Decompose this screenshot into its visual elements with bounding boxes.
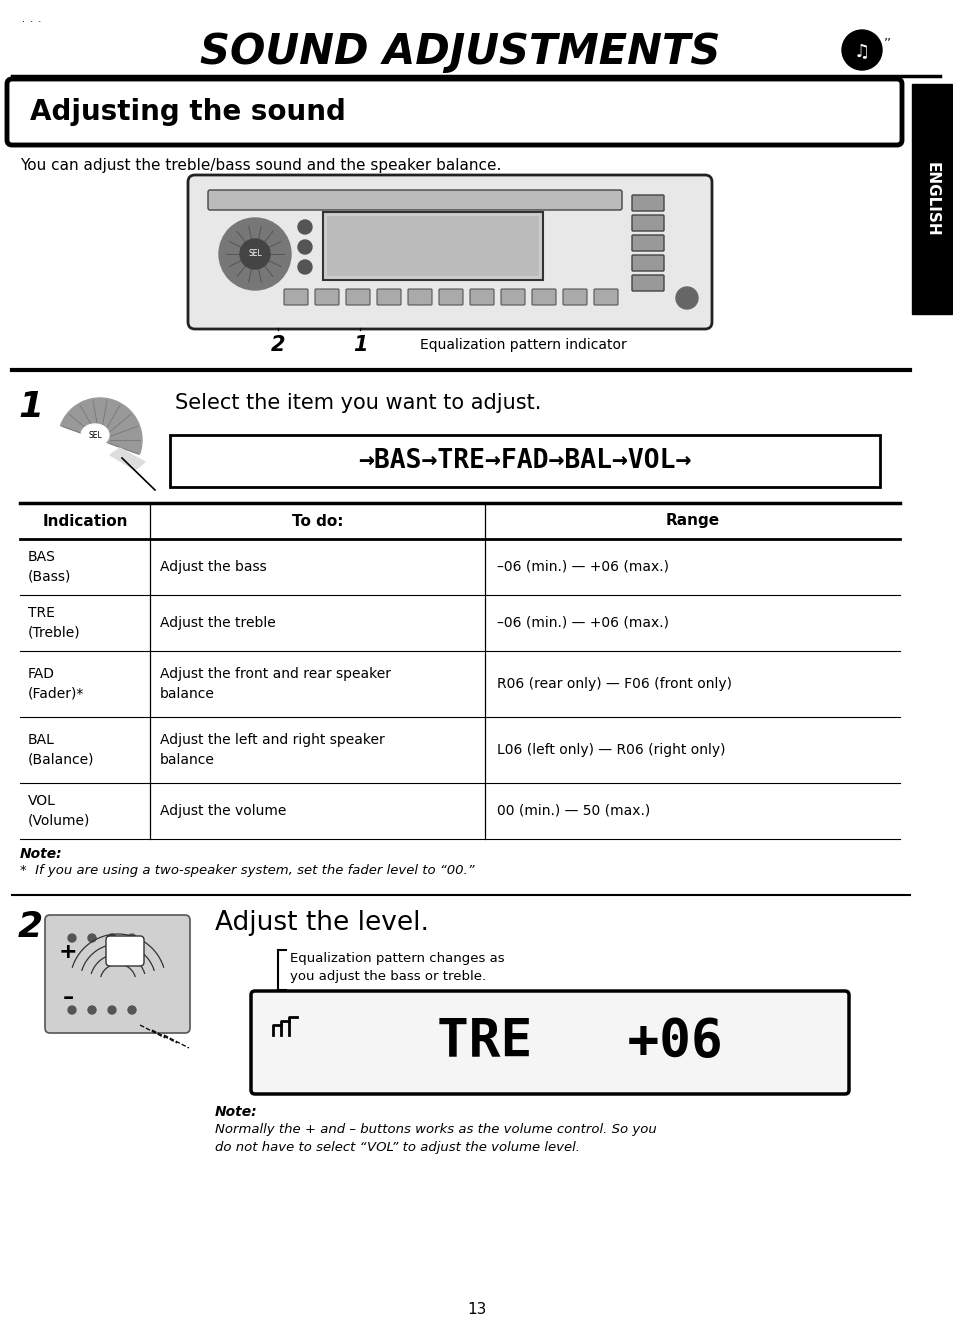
- Text: TRE
(Treble): TRE (Treble): [28, 607, 81, 640]
- Text: Note:: Note:: [214, 1105, 257, 1119]
- Circle shape: [297, 240, 312, 254]
- FancyBboxPatch shape: [208, 190, 621, 210]
- Bar: [911, 84, 951, 315]
- Text: Adjust the volume: Adjust the volume: [160, 803, 286, 818]
- Text: ENGLISH: ENGLISH: [923, 162, 939, 236]
- Text: BAS
(Bass): BAS (Bass): [28, 550, 71, 584]
- FancyBboxPatch shape: [45, 915, 190, 1032]
- Text: Adjusting the sound: Adjusting the sound: [30, 98, 346, 126]
- Circle shape: [68, 935, 76, 943]
- FancyBboxPatch shape: [438, 289, 462, 305]
- Bar: [170, 435, 879, 487]
- Text: TRE   +06: TRE +06: [436, 1016, 722, 1069]
- Circle shape: [841, 29, 882, 70]
- FancyBboxPatch shape: [408, 289, 432, 305]
- FancyBboxPatch shape: [631, 254, 663, 270]
- Text: ♫: ♫: [853, 43, 869, 62]
- Circle shape: [297, 260, 312, 274]
- Circle shape: [88, 935, 96, 943]
- Text: 1: 1: [18, 390, 43, 424]
- FancyBboxPatch shape: [376, 289, 400, 305]
- Circle shape: [128, 935, 136, 943]
- Text: Indication: Indication: [42, 513, 128, 529]
- Text: *  If you are using a two-speaker system, set the fader level to “00.”: * If you are using a two-speaker system,…: [20, 864, 475, 877]
- Text: Adjust the left and right speaker
balance: Adjust the left and right speaker balanc…: [160, 734, 384, 767]
- Circle shape: [240, 238, 270, 269]
- Bar: [323, 212, 542, 280]
- Text: Equalization pattern changes as
you adjust the bass or treble.: Equalization pattern changes as you adju…: [290, 952, 504, 983]
- Circle shape: [68, 1006, 76, 1014]
- Circle shape: [108, 1006, 116, 1014]
- Circle shape: [128, 1006, 136, 1014]
- FancyBboxPatch shape: [631, 236, 663, 250]
- Text: 2: 2: [18, 911, 43, 944]
- Text: Note:: Note:: [20, 848, 63, 861]
- Text: ’’: ’’: [883, 36, 891, 50]
- Text: 13: 13: [467, 1303, 486, 1318]
- Text: .  .  .: . . .: [22, 13, 41, 24]
- FancyBboxPatch shape: [594, 289, 618, 305]
- Ellipse shape: [81, 424, 109, 446]
- Text: FAD
(Fader)*: FAD (Fader)*: [28, 667, 84, 700]
- Circle shape: [219, 218, 291, 291]
- Text: VOL
(Volume): VOL (Volume): [28, 794, 91, 828]
- FancyBboxPatch shape: [562, 289, 586, 305]
- FancyBboxPatch shape: [346, 289, 370, 305]
- Text: To do:: To do:: [292, 513, 343, 529]
- Text: Select the item you want to adjust.: Select the item you want to adjust.: [174, 394, 540, 412]
- FancyBboxPatch shape: [7, 79, 901, 145]
- FancyBboxPatch shape: [500, 289, 524, 305]
- FancyBboxPatch shape: [532, 289, 556, 305]
- Text: Adjust the level.: Adjust the level.: [214, 911, 429, 936]
- Bar: [327, 216, 538, 276]
- FancyBboxPatch shape: [470, 289, 494, 305]
- Text: 00 (min.) — 50 (max.): 00 (min.) — 50 (max.): [497, 803, 650, 818]
- FancyBboxPatch shape: [631, 216, 663, 232]
- Polygon shape: [110, 449, 145, 470]
- Text: +: +: [59, 943, 77, 961]
- Text: Range: Range: [665, 513, 719, 529]
- Text: 1: 1: [353, 335, 367, 355]
- Circle shape: [676, 287, 698, 309]
- Text: –: –: [62, 988, 73, 1008]
- Text: Adjust the bass: Adjust the bass: [160, 560, 267, 574]
- Text: BAL
(Balance): BAL (Balance): [28, 734, 94, 767]
- FancyBboxPatch shape: [314, 289, 338, 305]
- Text: L06 (left only) — R06 (right only): L06 (left only) — R06 (right only): [497, 743, 724, 757]
- Text: →BAS→TRE→FAD→BAL→VOL→: →BAS→TRE→FAD→BAL→VOL→: [358, 449, 691, 474]
- FancyBboxPatch shape: [631, 274, 663, 291]
- Text: SEL: SEL: [248, 249, 262, 258]
- FancyBboxPatch shape: [631, 195, 663, 212]
- Wedge shape: [60, 398, 142, 454]
- Circle shape: [88, 1006, 96, 1014]
- Text: Adjust the treble: Adjust the treble: [160, 616, 275, 631]
- FancyBboxPatch shape: [188, 175, 711, 329]
- Text: Normally the + and – buttons works as the volume control. So you
do not have to : Normally the + and – buttons works as th…: [214, 1123, 656, 1154]
- Text: –06 (min.) — +06 (max.): –06 (min.) — +06 (max.): [497, 560, 668, 574]
- FancyBboxPatch shape: [251, 991, 848, 1094]
- Text: R06 (rear only) — F06 (front only): R06 (rear only) — F06 (front only): [497, 678, 731, 691]
- Text: Adjust the front and rear speaker
balance: Adjust the front and rear speaker balanc…: [160, 667, 391, 700]
- Text: 2: 2: [271, 335, 285, 355]
- Text: SOUND ADJUSTMENTS: SOUND ADJUSTMENTS: [199, 31, 720, 74]
- Text: –06 (min.) — +06 (max.): –06 (min.) — +06 (max.): [497, 616, 668, 631]
- Circle shape: [297, 220, 312, 234]
- Text: Equalization pattern indicator: Equalization pattern indicator: [419, 337, 626, 352]
- Circle shape: [108, 935, 116, 943]
- FancyBboxPatch shape: [284, 289, 308, 305]
- FancyBboxPatch shape: [106, 936, 144, 965]
- Text: You can adjust the treble/bass sound and the speaker balance.: You can adjust the treble/bass sound and…: [20, 158, 501, 173]
- Text: SEL: SEL: [88, 431, 102, 439]
